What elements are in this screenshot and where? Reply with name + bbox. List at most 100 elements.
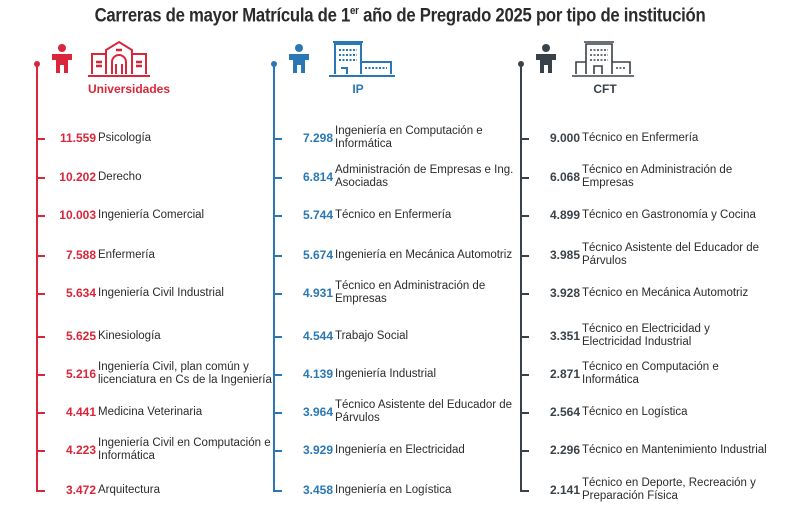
enrollment-value: 3.351	[549, 329, 580, 343]
title-main: Carreras de mayor Matrícula de 1	[94, 5, 351, 27]
career-label: Ingeniería en Logística	[335, 483, 452, 496]
column-universidades: Universidades 11.559 Psicología 10.202 D…	[34, 0, 286, 522]
tick-mark	[273, 215, 282, 217]
enrollment-value: 2.141	[549, 483, 580, 497]
enrollment-value: 6.068	[549, 170, 580, 184]
career-label: Derecho	[98, 170, 142, 183]
page-title: Carreras de mayor Matrícula de 1er año d…	[48, 5, 752, 27]
timeline-dot	[34, 61, 40, 67]
career-label: Ingeniería Civil Industrial	[98, 286, 224, 299]
tick-mark	[273, 138, 282, 140]
enrollment-value: 3.472	[65, 483, 96, 497]
tick-mark	[520, 490, 529, 492]
enrollment-value: 3.458	[302, 483, 333, 497]
tick-mark	[36, 450, 45, 452]
enrollment-value: 4.139	[302, 367, 333, 381]
career-label: Ingeniería Civil, plan común y licenciat…	[98, 361, 272, 386]
tick-mark	[36, 138, 45, 140]
career-label: Ingeniería Civil en Computación e Inform…	[98, 437, 271, 462]
tick-mark	[520, 255, 529, 257]
career-label: Técnico Asistente del Educador de Párvul…	[582, 242, 760, 267]
tick-mark	[520, 374, 529, 376]
tick-mark	[520, 450, 529, 452]
tick-mark	[36, 490, 45, 492]
tick-mark	[36, 255, 45, 257]
career-label: Técnico en Administración de Empresas	[582, 164, 733, 189]
enrollment-value: 7.298	[302, 131, 333, 145]
enrollment-value: 4.441	[65, 405, 96, 419]
column-heading: IP	[352, 82, 364, 96]
career-label: Técnico en Logística	[582, 405, 688, 418]
career-label: Técnico en Enfermería	[335, 208, 452, 221]
enrollment-value: 2.296	[549, 443, 580, 457]
enrollment-value: 4.931	[302, 286, 333, 300]
enrollment-value: 3.929	[302, 443, 333, 457]
tick-mark	[273, 412, 282, 414]
career-label: Ingeniería en Mecánica Automotriz	[335, 248, 513, 261]
column-ip: IP 7.298 Ingeniería en Computación e Inf…	[271, 0, 523, 522]
enrollment-value: 4.899	[549, 208, 580, 222]
career-label: Técnico en Deporte, Recreación y Prepara…	[582, 477, 756, 502]
title-sup: er	[350, 5, 359, 17]
tick-mark	[520, 177, 529, 179]
career-label: Arquitectura	[98, 483, 161, 496]
career-label: Kinesiología	[98, 329, 161, 342]
enrollment-value: 11.559	[59, 131, 96, 145]
career-label: Enfermería	[98, 248, 155, 261]
person-icon	[289, 44, 309, 79]
career-label: Ingeniería Industrial	[335, 367, 437, 380]
enrollment-value: 3.985	[549, 248, 580, 262]
tick-mark	[273, 490, 282, 492]
tick-mark	[36, 374, 45, 376]
career-label: Ingeniería en Electricidad	[335, 443, 465, 456]
column-heading: CFT	[593, 82, 617, 96]
tick-mark	[36, 293, 45, 295]
enrollment-value: 5.625	[65, 329, 96, 343]
enrollment-value: 10.202	[59, 170, 96, 184]
timeline-dot	[271, 61, 277, 67]
career-label: Ingeniería Comercial	[98, 208, 205, 221]
column-heading: Universidades	[87, 82, 171, 96]
tick-mark	[520, 293, 529, 295]
tick-mark	[36, 177, 45, 179]
person-icon	[52, 44, 72, 79]
enrollment-value: 10.003	[59, 208, 96, 222]
tick-mark	[520, 215, 529, 217]
tick-mark	[520, 412, 529, 414]
title-rest: año de Pregrado 2025 por tipo de institu…	[358, 5, 706, 27]
building-icon	[570, 38, 636, 83]
career-label: Técnico Asistente del Educador de Párvul…	[335, 399, 513, 424]
building-icon	[327, 38, 397, 83]
tick-mark	[520, 336, 529, 338]
enrollment-value: 5.674	[302, 248, 333, 262]
enrollment-value: 2.564	[549, 405, 580, 419]
career-label: Administración de Empresas e Ing. Asocia…	[335, 164, 514, 189]
career-label: Técnico en Electricidad y Electricidad I…	[582, 323, 710, 348]
enrollment-value: 6.814	[302, 170, 333, 184]
career-label: Trabajo Social	[335, 329, 409, 342]
career-label: Ingeniería en Computación e Informática	[335, 125, 483, 150]
timeline-line	[271, 61, 277, 491]
enrollment-value: 9.000	[549, 131, 580, 145]
timeline-dot	[518, 61, 524, 67]
enrollment-value: 2.871	[549, 367, 580, 381]
enrollment-value: 4.544	[302, 329, 333, 343]
tick-mark	[36, 215, 45, 217]
tick-mark	[36, 412, 45, 414]
career-label: Técnico en Mantenimiento Industrial	[582, 443, 767, 456]
tick-mark	[273, 374, 282, 376]
timeline-line	[34, 61, 40, 491]
career-label: Técnico en Mecánica Automotriz	[582, 286, 749, 299]
building-icon	[86, 38, 152, 83]
tick-mark	[273, 255, 282, 257]
career-label: Técnico en Enfermería	[582, 131, 699, 144]
enrollment-value: 7.588	[65, 248, 96, 262]
enrollment-value: 3.964	[302, 405, 333, 419]
person-icon	[536, 44, 556, 79]
career-label: Medicina Veterinaria	[98, 405, 203, 418]
enrollment-value: 4.223	[65, 443, 96, 457]
enrollment-value: 5.634	[65, 286, 96, 300]
timeline-line	[518, 61, 524, 491]
tick-mark	[36, 336, 45, 338]
